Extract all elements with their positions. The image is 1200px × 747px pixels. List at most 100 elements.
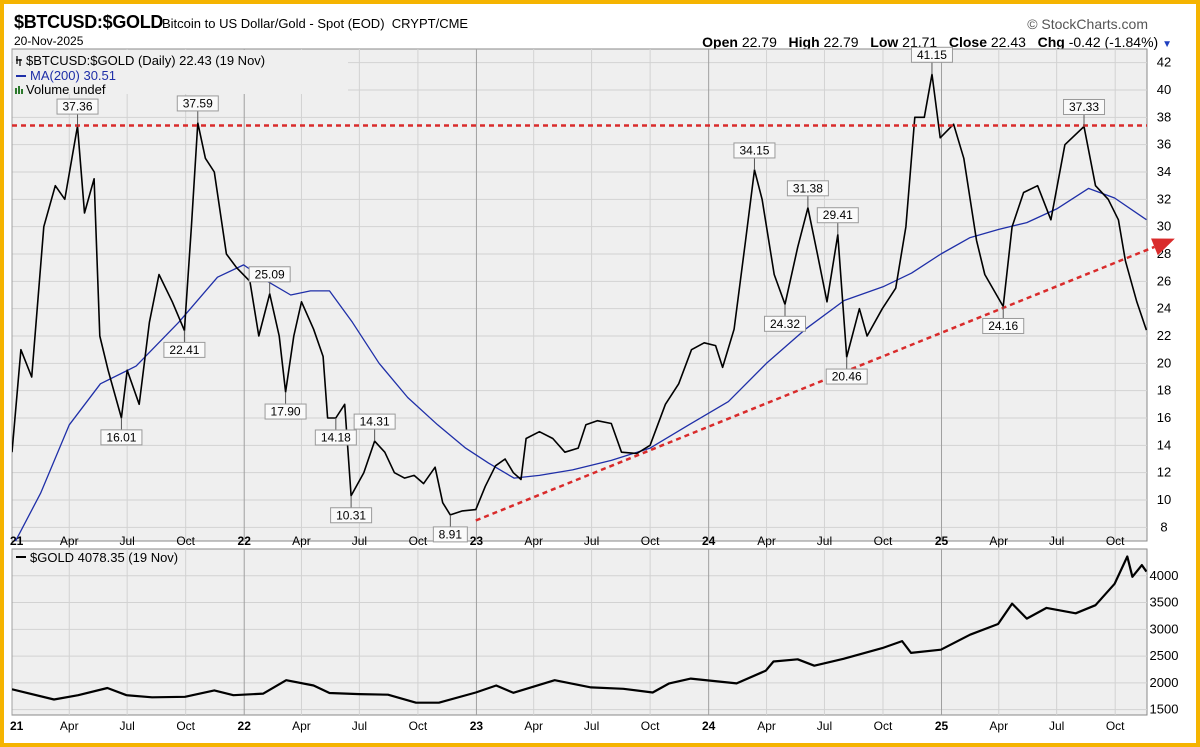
callout-box	[163, 341, 206, 358]
main-legend-volume: Volume undef	[26, 82, 106, 97]
main-legend-price: $BTCUSD:$GOLD (Daily) 22.43 (19 Nov)	[26, 53, 265, 68]
callout-box	[264, 403, 307, 420]
main-y-tick-label: 18	[1157, 383, 1171, 398]
lower-x-tick-label: Jul	[1049, 719, 1064, 733]
lower-x-tick-label: Apr	[60, 719, 79, 733]
chg-value: -0.42 (-1.84%)	[1068, 34, 1159, 50]
callout-box	[816, 207, 859, 224]
main-x-tick-label: Apr	[757, 534, 776, 548]
callout-box	[330, 507, 373, 524]
lower-x-tick-label: Oct	[641, 719, 660, 733]
main-y-tick-label: 36	[1157, 137, 1171, 152]
lower-x-tick-label: Apr	[757, 719, 776, 733]
chart-date: 20-Nov-2025	[14, 34, 84, 48]
main-y-tick-label: 24	[1157, 301, 1171, 316]
callout-label: 29.41	[823, 208, 853, 222]
main-legend-ma: MA(200) 30.51	[30, 68, 116, 83]
down-arrow-icon: ▼	[1162, 39, 1172, 50]
price-line	[12, 73, 1148, 516]
lower-x-tick-label: Jul	[119, 719, 134, 733]
open-value: 22.79	[741, 34, 777, 50]
volume-icon	[15, 86, 23, 94]
main-x-tick-label: Jul	[119, 534, 134, 548]
callout-label: 37.59	[183, 96, 213, 110]
ohlc-readout: Open 22.79 High 22.79 Low 21.71 Close 22…	[702, 34, 1172, 50]
main-x-tick-label: Apr	[524, 534, 543, 548]
callout-label: 8.91	[439, 527, 463, 541]
chart-description: Bitcoin to US Dollar/Gold - Spot (EOD) C…	[162, 16, 468, 31]
callout-label: 10.31	[336, 508, 366, 522]
chg-label: Chg	[1037, 34, 1065, 50]
lower-x-tick-label: Oct	[1106, 719, 1125, 733]
callout-label: 14.31	[360, 415, 390, 429]
callout-label: 14.18	[321, 431, 351, 445]
callout-box	[982, 317, 1025, 334]
lower-x-tick-label: Apr	[989, 719, 1008, 733]
main-x-tick-label: Oct	[409, 534, 428, 548]
main-x-tick-label: 24	[702, 534, 716, 548]
lower-y-tick-label: 3500	[1150, 595, 1179, 610]
main-y-tick-label: 20	[1157, 355, 1171, 370]
main-y-tick-label: 40	[1157, 82, 1171, 97]
main-y-tick-label: 14	[1157, 437, 1171, 452]
lower-x-tick-label: 22	[238, 719, 252, 733]
open-label: Open	[702, 34, 738, 50]
main-x-tick-label: 21	[10, 534, 24, 548]
main-y-tick-label: 32	[1157, 191, 1171, 206]
callout-label: 24.32	[770, 317, 800, 331]
callout-box	[763, 315, 806, 332]
callout-box	[176, 95, 219, 112]
lower-x-tick-label: Apr	[524, 719, 543, 733]
callout-box	[825, 368, 868, 385]
lower-x-tick-label: Jul	[352, 719, 367, 733]
lower-y-tick-label: 2000	[1150, 675, 1179, 690]
lower-x-tick-label: Oct	[409, 719, 428, 733]
lower-x-tick-label: Jul	[584, 719, 599, 733]
support-trendline	[475, 245, 1155, 522]
callout-box	[432, 526, 468, 543]
main-x-tick-label: 25	[935, 534, 949, 548]
brand-logo: © StockCharts.com	[1027, 16, 1148, 32]
lower-x-tick-label: Oct	[176, 719, 195, 733]
callout-box	[248, 266, 291, 283]
main-x-tick-label: Jul	[817, 534, 832, 548]
main-x-tick-label: Jul	[1049, 534, 1064, 548]
main-y-tick-label: 38	[1157, 109, 1171, 124]
description-text: Bitcoin to US Dollar/Gold - Spot (EOD)	[162, 16, 385, 31]
callout-label: 20.46	[832, 370, 862, 384]
callout-box	[314, 429, 357, 446]
callout-box	[733, 142, 776, 159]
main-y-tick-label: 10	[1157, 492, 1171, 507]
exchange-text: CRYPT/CME	[391, 16, 469, 31]
main-x-tick-label: Apr	[292, 534, 311, 548]
callout-label: 37.33	[1069, 100, 1099, 114]
main-plot-area	[11, 48, 1148, 542]
lower-x-tick-label: 21	[10, 719, 24, 733]
callout-box	[100, 429, 143, 446]
high-label: High	[788, 34, 820, 50]
close-label: Close	[948, 34, 987, 50]
main-x-tick-label: Jul	[352, 534, 367, 548]
lower-legend-gold: $GOLD 4078.35 (19 Nov)	[30, 550, 178, 565]
ma200-line	[14, 187, 1147, 541]
lower-x-tick-label: Jul	[817, 719, 832, 733]
lower-x-tick-label: 24	[702, 719, 716, 733]
lower-y-tick-label: 3000	[1150, 621, 1179, 636]
callout-box	[56, 98, 99, 115]
lower-x-tick-label: 25	[935, 719, 949, 733]
callout-label: 16.01	[106, 430, 136, 444]
gold-line	[12, 555, 1147, 704]
main-x-tick-label: 23	[470, 534, 484, 548]
callout-label: 25.09	[255, 267, 285, 281]
trendline-arrowhead	[1151, 238, 1175, 256]
main-x-tick-label: Oct	[641, 534, 660, 548]
candle-icon	[16, 56, 22, 66]
callout-box	[786, 180, 829, 197]
main-y-tick-label: 34	[1157, 164, 1171, 179]
main-legend-bg	[13, 50, 348, 94]
lower-y-tick-label: 4000	[1150, 568, 1179, 583]
main-x-tick-label: Oct	[874, 534, 893, 548]
callout-box	[910, 46, 953, 63]
main-x-tick-label: Oct	[176, 534, 195, 548]
